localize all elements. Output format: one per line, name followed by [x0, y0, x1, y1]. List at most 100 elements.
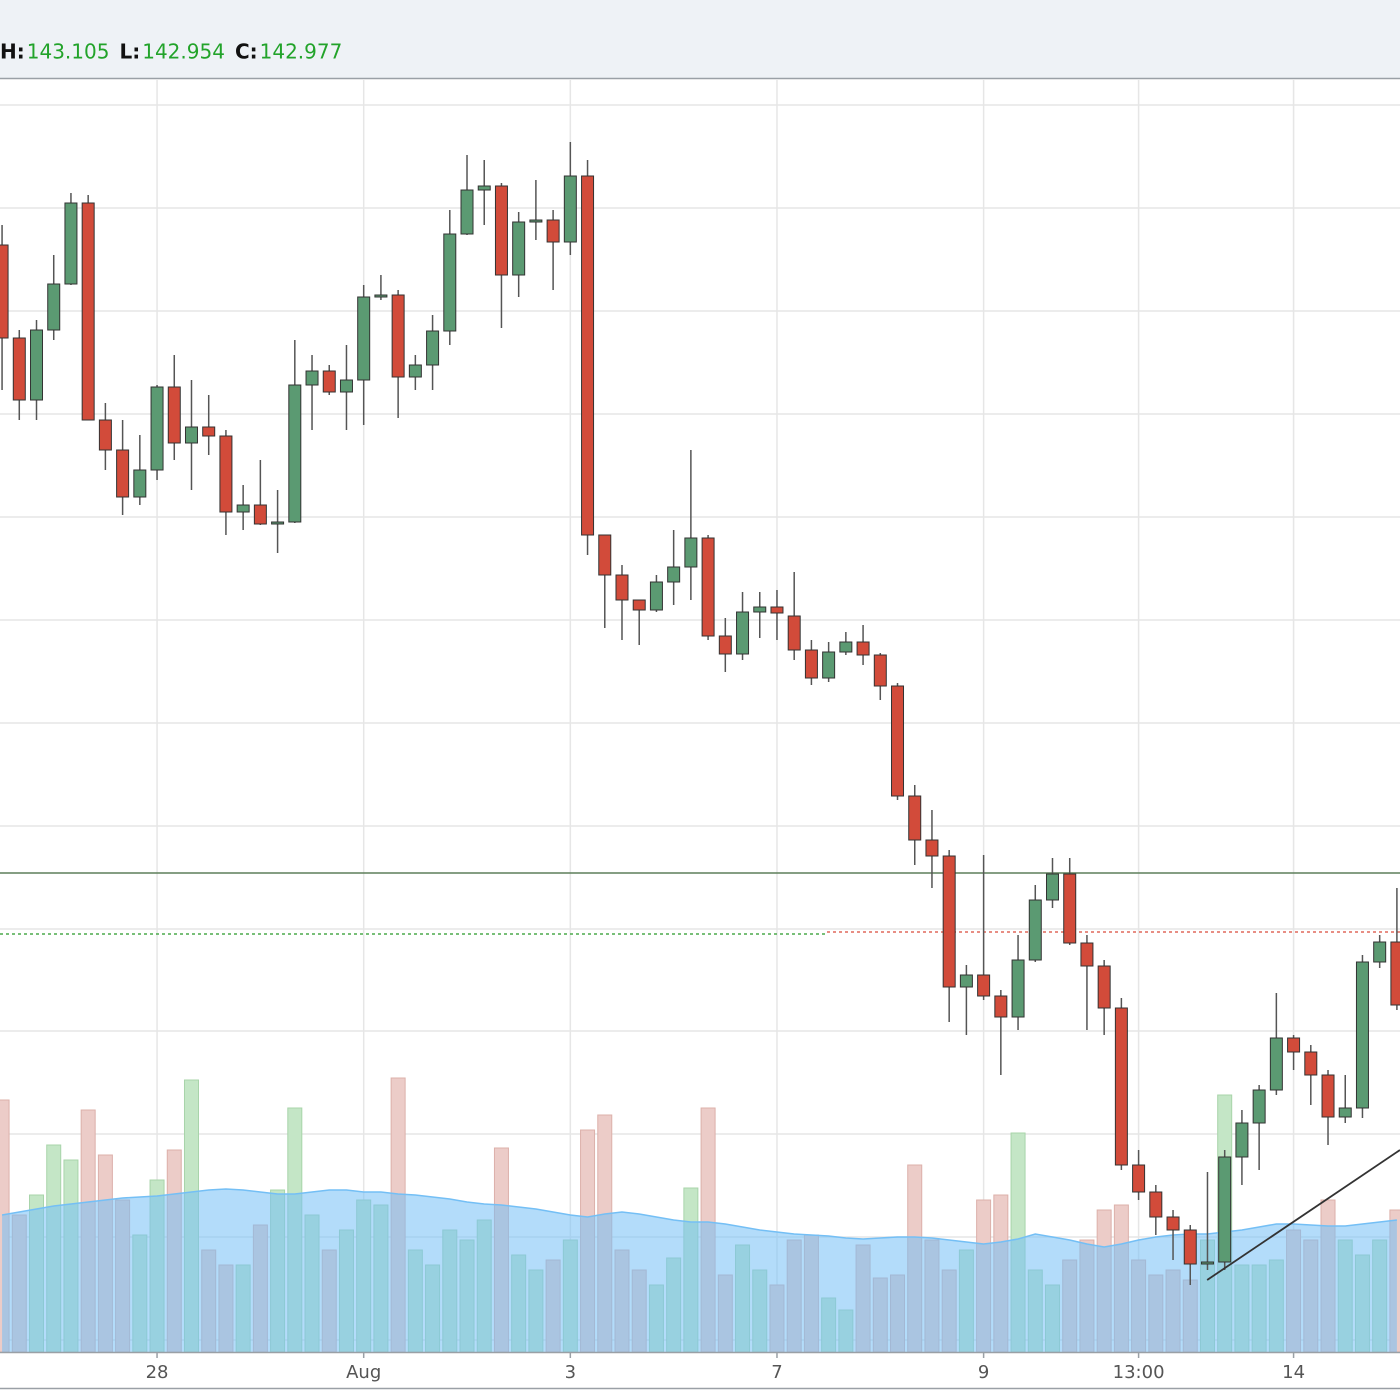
candle-body	[736, 611, 750, 655]
candle-body	[150, 386, 164, 471]
x-tick-label: 7	[771, 1362, 782, 1383]
candle-body	[839, 641, 853, 653]
candle-body	[1235, 1122, 1249, 1158]
candle-body	[339, 379, 353, 393]
candle-body	[202, 426, 216, 437]
candle-body	[374, 294, 388, 298]
candle-body	[1355, 961, 1369, 1109]
candle-body	[477, 185, 491, 191]
candle-body	[98, 419, 112, 451]
candle-body	[81, 202, 95, 421]
candle-body	[271, 521, 285, 525]
candle-body	[12, 337, 26, 401]
candle-body	[116, 449, 130, 498]
candle-body	[1011, 959, 1025, 1018]
grid	[0, 80, 1400, 1352]
candle-body	[1166, 1216, 1180, 1231]
candle-body	[873, 654, 887, 687]
candle-body	[357, 296, 371, 381]
candle-body	[64, 202, 78, 285]
candle-body	[1149, 1191, 1163, 1218]
candle-body	[1269, 1037, 1283, 1091]
candle-body	[253, 504, 267, 525]
candle-body	[494, 185, 508, 276]
candle-body	[959, 974, 973, 988]
volume	[0, 1077, 1400, 1353]
candle-body	[0, 244, 9, 339]
price	[0, 142, 1400, 1285]
candle-body	[598, 534, 612, 576]
candle-body	[804, 649, 818, 679]
candle-body	[1373, 941, 1387, 963]
candle-body	[1321, 1074, 1335, 1118]
candle-body	[529, 219, 543, 223]
candle-body	[701, 537, 715, 637]
x-tick-label: 28	[146, 1362, 169, 1383]
candle-body	[133, 469, 147, 498]
header-value: 143.105	[27, 40, 110, 64]
candle-body	[1114, 1007, 1128, 1166]
candle-body	[426, 330, 440, 366]
x-tick-label: 3	[565, 1362, 576, 1383]
candle-body	[615, 574, 629, 601]
x-tick-label: 14	[1282, 1362, 1305, 1383]
candle-body	[1218, 1156, 1232, 1263]
header: H: 143.105 L: 142.954 C: 142.977	[0, 40, 342, 64]
candle-body	[1028, 899, 1042, 961]
candle-body	[1390, 941, 1400, 1006]
candle-body	[581, 175, 595, 536]
x-axis: 28 Aug 3 7 9 13:00 14	[146, 1352, 1305, 1383]
candle-body	[1287, 1037, 1301, 1053]
candle-body	[47, 283, 61, 331]
candle-body	[822, 651, 836, 679]
candle-body	[632, 599, 646, 611]
candle-body	[546, 219, 560, 243]
candle-body	[1252, 1089, 1266, 1124]
candle-body	[1045, 873, 1059, 901]
candle-body	[1304, 1051, 1318, 1076]
candle-body	[408, 364, 422, 378]
candle-body	[667, 566, 681, 583]
candle-body	[753, 606, 767, 613]
candle-body	[1063, 873, 1077, 944]
header-band	[0, 0, 1400, 78]
x-tick-label: 9	[978, 1362, 989, 1383]
candle-body	[184, 426, 198, 444]
candle-body	[891, 685, 905, 797]
candle-body	[1200, 1261, 1214, 1265]
candle-body	[443, 233, 457, 332]
header-label: L:	[119, 40, 140, 64]
volume-ma-line	[1, 1188, 1397, 1248]
candle-body	[684, 537, 698, 568]
header-value: 142.954	[142, 40, 225, 64]
candle-body	[908, 795, 922, 841]
candle-body	[30, 329, 44, 401]
candle-body	[1338, 1107, 1352, 1118]
candle-body	[1080, 942, 1094, 967]
trendline	[1206, 1149, 1400, 1281]
candle-body	[942, 855, 956, 988]
candle-body	[512, 221, 526, 276]
candle-body	[1132, 1164, 1146, 1193]
candle-body	[391, 294, 405, 378]
candle-body	[219, 435, 233, 513]
header-value: 142.977	[260, 40, 343, 64]
candle-body	[925, 839, 939, 857]
x-tick-label: 13:00	[1113, 1362, 1165, 1383]
candle-body	[856, 641, 870, 656]
candle-body	[460, 189, 474, 235]
candle-body	[322, 370, 336, 393]
candle-body	[563, 175, 577, 243]
x-tick-label: Aug	[346, 1362, 381, 1383]
header-label: H:	[0, 40, 25, 64]
candle-body	[1097, 965, 1111, 1009]
candle-body	[787, 615, 801, 651]
candle-body	[167, 386, 181, 444]
candle-body	[994, 995, 1008, 1018]
header-label: C:	[235, 40, 258, 64]
candle-body	[288, 384, 302, 523]
candle-body	[770, 606, 784, 614]
volume-ma-area	[2, 1189, 1397, 1352]
candle-body	[236, 504, 250, 513]
candle-body	[977, 974, 991, 997]
